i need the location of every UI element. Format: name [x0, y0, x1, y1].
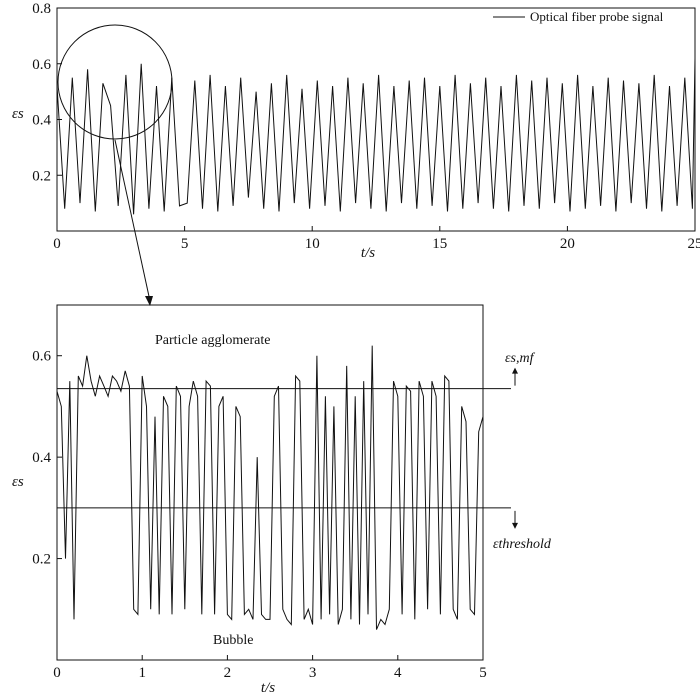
- top-xtick-label: 15: [432, 236, 447, 252]
- top-ylabel: εs: [12, 106, 24, 122]
- top-ytick-label: 0.4: [32, 113, 51, 129]
- top-xtick-label: 5: [181, 236, 189, 252]
- bottom-xtick-label: 1: [138, 665, 146, 681]
- bottom-axes: 0 1 2 3 4 5 0.2 0.4 0.6: [32, 349, 487, 681]
- top-ytick-label: 0.2: [32, 168, 51, 184]
- annotation-bubble: Bubble: [213, 633, 253, 648]
- bottom-xtick-label: 2: [224, 665, 232, 681]
- bottom-xtick-label: 4: [394, 665, 402, 681]
- reference-arrowhead-0: [512, 367, 518, 374]
- bottom-xtick-label: 5: [479, 665, 487, 681]
- annotation-particle-agglomerate: Particle agglomerate: [155, 333, 270, 348]
- ref-label-eps-mf: εs,mf: [505, 351, 536, 366]
- top-xtick-label: 10: [305, 236, 320, 252]
- top-axes: 0 5 10 15 20 25 0.2 0.4 0.6 0.8: [32, 1, 700, 252]
- bottom-xtick-label: 3: [309, 665, 317, 681]
- top-ytick-label: 0.6: [32, 57, 51, 73]
- bottom-series-line-0: [56, 345, 484, 630]
- top-plot: [56, 58, 696, 215]
- top-xtick-label: 25: [688, 236, 700, 252]
- reference-arrowhead-1: [512, 522, 518, 529]
- bottom-plot-frame: [56, 304, 484, 661]
- zoom-arrow-line: [114, 139, 151, 302]
- ref-label-threshold: εthreshold: [493, 537, 552, 552]
- top-ytick-label: 0.8: [32, 1, 51, 17]
- top-xlabel: t/s: [361, 245, 375, 261]
- legend-label: Optical fiber probe signal: [530, 9, 664, 24]
- bottom-ylabel: εs: [12, 474, 24, 490]
- top-series-line-0: [56, 58, 696, 215]
- bottom-xtick-label: 0: [53, 665, 61, 681]
- bottom-plot: [56, 345, 484, 630]
- zoom-arrow-head: [145, 296, 153, 306]
- top-xtick-label: 0: [53, 236, 61, 252]
- bottom-ytick-label: 0.4: [32, 450, 51, 466]
- top-xtick-label: 20: [560, 236, 575, 252]
- bottom-ytick-label: 0.2: [32, 552, 51, 568]
- highlight-circle: [57, 24, 173, 140]
- bottom-xlabel: t/s: [261, 680, 275, 696]
- bottom-ytick-label: 0.6: [32, 349, 51, 365]
- bottom-reference-lines: [57, 367, 518, 529]
